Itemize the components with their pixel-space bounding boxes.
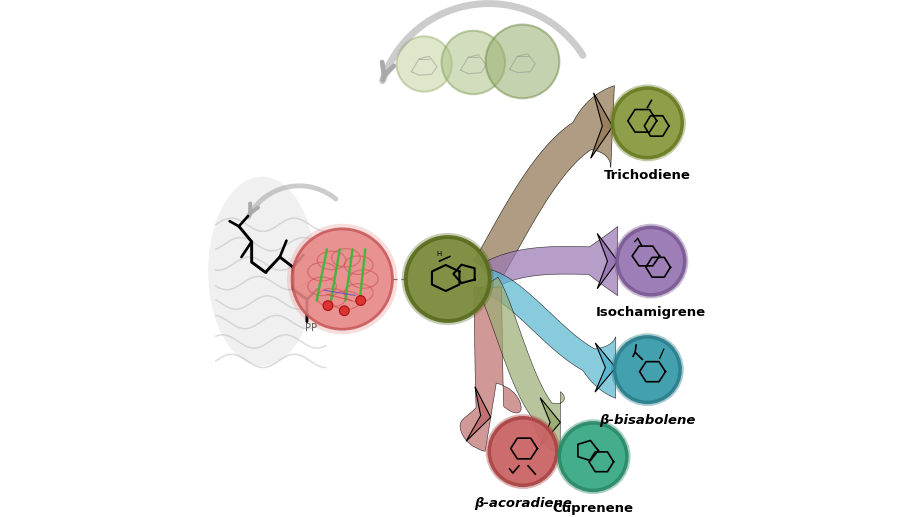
- Text: β-bisabolene: β-bisabolene: [599, 414, 696, 427]
- Text: Trichodiene: Trichodiene: [604, 169, 691, 182]
- Circle shape: [615, 337, 680, 402]
- Circle shape: [611, 333, 684, 406]
- Ellipse shape: [208, 177, 316, 366]
- Circle shape: [612, 88, 682, 158]
- Text: β-acoradiene: β-acoradiene: [474, 497, 572, 510]
- Circle shape: [489, 418, 557, 485]
- Polygon shape: [460, 287, 521, 451]
- Circle shape: [486, 414, 560, 489]
- Circle shape: [613, 224, 688, 298]
- Polygon shape: [477, 277, 565, 453]
- Circle shape: [486, 25, 559, 98]
- Circle shape: [292, 229, 392, 329]
- Text: Isochamigrene: Isochamigrene: [596, 306, 706, 319]
- Text: Cuprenene: Cuprenene: [553, 501, 633, 515]
- Polygon shape: [481, 226, 618, 296]
- Polygon shape: [595, 343, 616, 392]
- Polygon shape: [540, 398, 560, 447]
- Circle shape: [340, 306, 349, 315]
- Polygon shape: [484, 270, 616, 398]
- Text: H: H: [436, 251, 442, 257]
- Text: PP: PP: [306, 323, 318, 333]
- Circle shape: [617, 227, 685, 295]
- Circle shape: [609, 84, 686, 161]
- Circle shape: [287, 224, 397, 334]
- Circle shape: [406, 237, 489, 321]
- Polygon shape: [590, 93, 612, 158]
- Polygon shape: [598, 234, 618, 288]
- Circle shape: [402, 233, 494, 325]
- Polygon shape: [474, 85, 614, 278]
- Circle shape: [356, 296, 365, 306]
- Circle shape: [442, 31, 505, 94]
- Circle shape: [397, 36, 452, 92]
- Circle shape: [555, 419, 631, 494]
- Polygon shape: [466, 387, 491, 442]
- Circle shape: [559, 423, 627, 491]
- Circle shape: [323, 301, 333, 311]
